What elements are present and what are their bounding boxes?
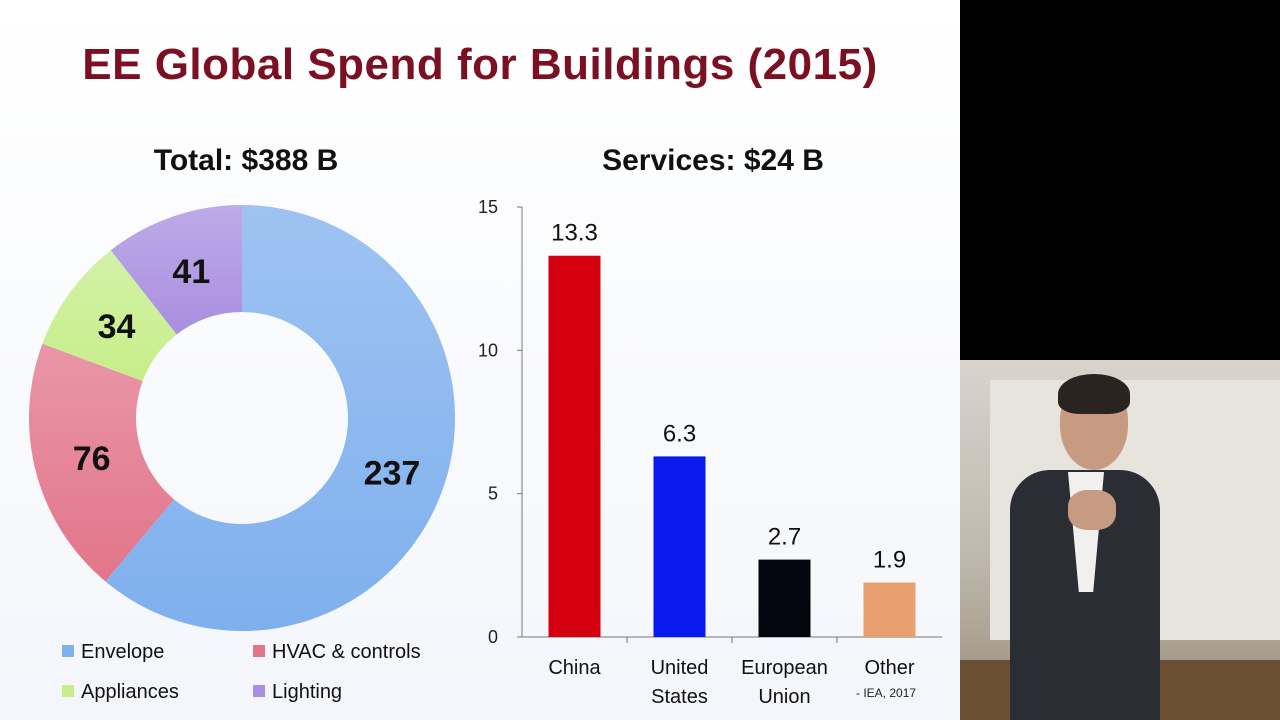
legend-item-lighting: Lighting bbox=[253, 681, 342, 704]
donut-slice-0 bbox=[105, 205, 455, 631]
bar bbox=[758, 559, 811, 637]
donut-chart-title: Total: $388 B bbox=[153, 144, 339, 177]
y-tick-label: 5 bbox=[488, 484, 498, 504]
legend-label: Appliances bbox=[81, 681, 179, 703]
legend-label: HVAC & controls bbox=[272, 641, 421, 663]
speaker-hand bbox=[1068, 490, 1116, 530]
x-tick-label-line: States bbox=[651, 686, 708, 708]
legend-label: Envelope bbox=[81, 641, 165, 663]
x-tick-label: United States bbox=[651, 657, 709, 708]
x-tick-label-line: China bbox=[548, 657, 601, 679]
x-tick-label-line: United bbox=[651, 657, 709, 679]
legend-item-envelope: Envelope bbox=[62, 641, 164, 664]
y-tick-label: 15 bbox=[478, 197, 498, 217]
donut-value-label: 76 bbox=[73, 440, 111, 478]
legend-item-hvac: HVAC & controls bbox=[253, 641, 421, 664]
x-tick-label: Other bbox=[864, 657, 914, 679]
source-note: - IEA, 2017 bbox=[856, 686, 917, 700]
legend-swatch bbox=[62, 684, 74, 697]
x-tick-label-line: European bbox=[741, 657, 828, 679]
bar-value-label: 13.3 bbox=[551, 220, 598, 247]
donut-slice-1 bbox=[28, 343, 175, 582]
legend-item-appliances: Appliances bbox=[62, 681, 179, 704]
y-tick-label: 0 bbox=[488, 627, 498, 647]
bar-value-label: 6.3 bbox=[663, 420, 696, 447]
bar-chart-title: Services: $24 B bbox=[602, 144, 824, 177]
donut-value-label: 237 bbox=[364, 454, 421, 492]
donut-value-label: 34 bbox=[98, 308, 136, 346]
legend-swatch bbox=[253, 684, 265, 697]
bar-value-label: 2.7 bbox=[768, 524, 801, 551]
x-tick-label-line: Union bbox=[758, 686, 810, 708]
speaker-video bbox=[960, 360, 1280, 720]
legend-swatch bbox=[62, 644, 74, 657]
donut-slice-3 bbox=[110, 205, 242, 335]
bar bbox=[653, 456, 706, 637]
speaker-hair bbox=[1058, 374, 1130, 414]
donut-value-label: 41 bbox=[172, 253, 210, 291]
bar bbox=[863, 582, 916, 637]
y-tick-label: 10 bbox=[478, 340, 498, 360]
x-tick-label: European Union bbox=[741, 657, 828, 708]
slide-title: EE Global Spend for Buildings (2015) bbox=[82, 40, 878, 89]
bar-value-label: 1.9 bbox=[873, 547, 906, 574]
x-tick-label: China bbox=[548, 657, 601, 679]
bar bbox=[548, 255, 601, 637]
legend-swatch bbox=[253, 644, 265, 657]
legend-label: Lighting bbox=[272, 681, 343, 703]
donut-chart: 237 76 34 41 bbox=[28, 205, 455, 631]
slide: EE Global Spend for Buildings (2015) Tot… bbox=[0, 0, 960, 720]
donut-slice-2 bbox=[42, 250, 177, 382]
bar-chart: 0 5 10 15 13.3 China 6.3 United States 2.7 Europea… bbox=[478, 197, 942, 708]
x-tick-label-line: Other bbox=[864, 657, 914, 679]
